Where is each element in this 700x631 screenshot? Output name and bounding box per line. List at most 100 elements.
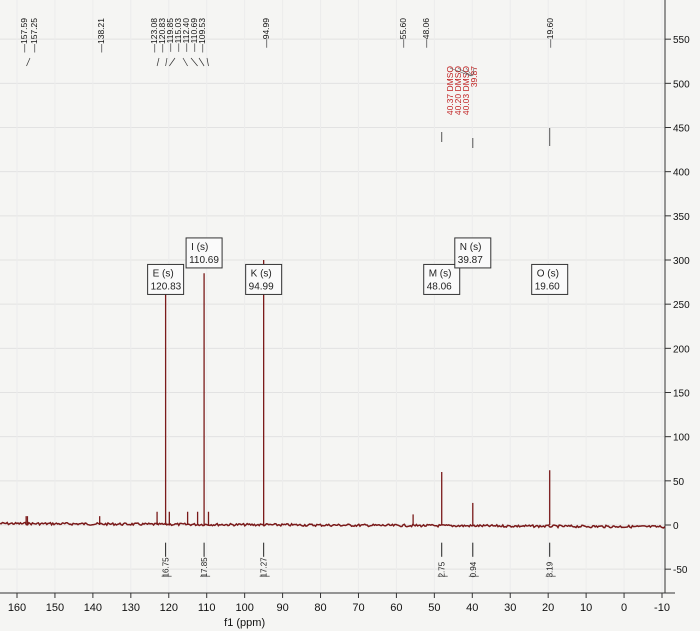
assignment-letter: I (s) [191,242,208,253]
y-tick-label: 0 [673,521,679,532]
peak-shift-label: —157.59 [19,18,29,53]
y-tick-label: 350 [673,212,690,223]
x-tick-label: 160 [8,602,26,614]
y-tick-label: -50 [673,565,688,576]
assignment-box-frame [454,237,492,269]
x-tick-label: 70 [352,602,364,614]
x-tick-label: 90 [276,602,288,614]
assignment-shift: 39.87 [458,255,483,266]
integral-value: 17.27 [260,557,269,578]
assignment-boxes: E (s) 120.83 I (s) 110.69 K (s) 94.99 M (s) 48.… [147,237,569,295]
label-connector [449,67,471,77]
label-connector [156,57,160,67]
x-tick-label: 30 [504,602,516,614]
x-tick-label: 40 [466,602,478,614]
y-tick-label: 50 [673,477,685,488]
peak-shift-label: —109.53 [197,18,207,53]
label-connector [169,57,176,67]
y-tick-label: 300 [673,256,690,267]
label-connector [206,57,209,67]
peak-shift-label: —119.85 [165,18,175,52]
integral-value: 3.19 [546,561,555,577]
assignment-box-frame [147,263,185,295]
solvent-peak-label: 40.03 DMSO [461,66,471,116]
assignment-box: N (s) 39.87 [454,237,492,269]
x-axis-title: f1 (ppm) [224,617,265,629]
solvent-peak-label: 40.20 DMSO [453,66,463,116]
y-tick-label: 450 [673,124,690,135]
x-tick-label: 10 [580,602,592,614]
label-connector [190,57,198,67]
y-tick-label: 250 [673,300,690,311]
y-tick-label: 200 [673,344,690,355]
assignment-box: O (s) 19.60 [531,263,569,295]
y-tick-label: 150 [673,389,690,400]
peak-shift-label: —115.03 [173,18,183,52]
assignment-box: K (s) 94.99 [245,263,283,295]
label-connector [182,57,188,67]
peak-shift-label: —48.06 [421,18,431,48]
assignment-box-frame [245,263,283,295]
x-tick-label: 150 [46,602,64,614]
assignment-box-frame [423,263,461,295]
assignment-shift: 120.83 [151,281,182,292]
label-connector [165,57,168,67]
integral-value: 16.75 [162,557,171,578]
x-tick-label: 60 [390,602,402,614]
assignment-shift: 110.69 [189,255,219,266]
peak-shift-label: —157.25 [29,18,39,53]
peak-shift-label: —55.60 [398,18,408,48]
assignment-letter: E (s) [153,268,174,279]
label-connector [198,57,205,67]
x-tick-label: -10 [654,602,670,614]
peak-shift-label: —138.21 [96,18,106,53]
assignment-shift: 19.60 [535,281,560,292]
integrals-group: 16.75 17.85 17.27 2.75 0.94 3.19 [161,542,556,578]
y-tick-label: 400 [673,168,690,179]
y-tick-label: 100 [673,433,690,444]
y-tick-label: 550 [673,35,690,46]
y-tick-label: 500 [673,79,690,90]
x-tick-label: 110 [198,602,216,614]
x-tick-label: 0 [621,602,627,614]
integral-value: 17.85 [200,557,209,578]
x-tick-label: 80 [314,602,326,614]
assignment-letter: K (s) [251,268,272,279]
peak-shift-label: —123.08 [149,18,159,53]
assignment-shift: 48.06 [427,281,452,292]
x-tick-label: 100 [235,602,253,614]
assignment-letter: N (s) [460,242,482,253]
assignment-letter: M (s) [429,268,452,279]
label-connector [457,67,472,77]
peak-shift-label: —19.60 [545,18,555,48]
assignment-box-frame [531,263,569,295]
label-connector [465,67,473,77]
y-tick-label: 600 [673,0,690,2]
assignment-box: I (s) 110.69 [185,237,223,269]
peak-shift-label: —112.40 [181,18,191,52]
label-connector [26,57,31,67]
assignment-letter: O (s) [537,268,559,279]
spectrum-baseline [0,521,666,529]
assignment-box: M (s) 48.06 [423,263,461,295]
solvent-peak-label: 39.87 [469,66,479,88]
peak-labels-group: —157.59 —157.25 —138.21 —123.08—120.83—119.… [19,18,555,148]
peak-shift-label: —94.99 [261,18,271,48]
x-tick-label: 120 [160,602,178,614]
peak-shift-label: —110.69 [189,18,199,52]
solvent-peak-label: 40.37 DMSO [445,66,455,116]
assignment-box: E (s) 120.83 [147,263,185,295]
integral-value: 0.94 [469,561,478,577]
peak-shift-label: —120.83 [157,18,167,53]
x-tick-label: 140 [84,602,102,614]
label-connector [472,67,475,77]
x-tick-label: 130 [122,602,140,614]
integral-value: 2.75 [438,561,447,577]
x-tick-label: 20 [542,602,554,614]
assignment-box-frame [185,237,223,269]
x-tick-label: 50 [428,602,440,614]
assignment-shift: 94.99 [249,281,274,292]
